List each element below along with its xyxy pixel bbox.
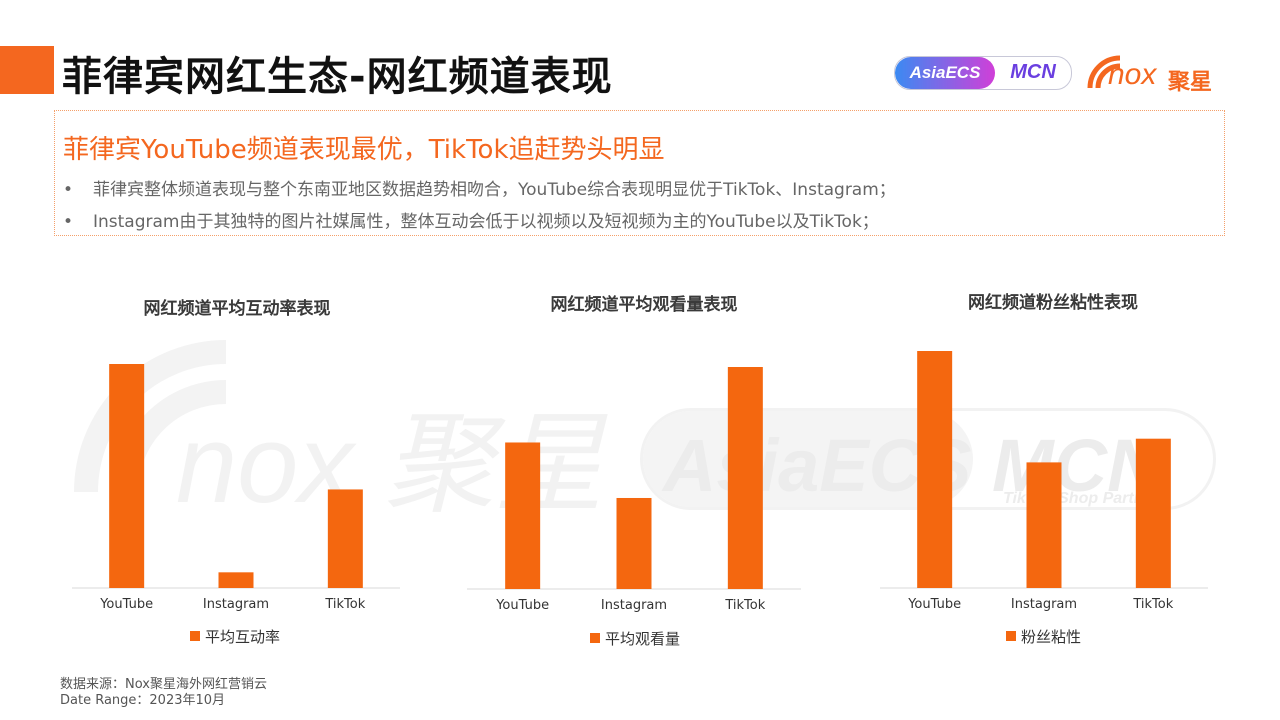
bullet-text: 菲律宾整体频道表现与整个东南亚地区数据趋势相吻合，YouTube综合表现明显优于… (93, 180, 896, 200)
bar-tiktok (1135, 438, 1171, 588)
x-tick-label: TikTok (1132, 597, 1173, 612)
legend-swatch (190, 631, 200, 641)
mcn-logo-text: MCN (1010, 61, 1056, 83)
x-tick-label: Instagram (203, 597, 269, 612)
bar-youtube (917, 351, 953, 588)
page-title: 菲律宾网红生态-网红频道表现 (62, 54, 613, 100)
x-tick-label: YouTube (907, 597, 961, 612)
asiaecs-mcn-logo: AsiaECS MCN (894, 56, 1072, 90)
bar-youtube (109, 364, 145, 588)
summary-bullet: • 菲律宾整体频道表现与整个东南亚地区数据趋势相吻合，YouTube综合表现明显优… (63, 175, 896, 200)
bullet-text: Instagram由于其独特的图片社媒属性，整体互动会低于以视频以及短视频为主的… (93, 212, 879, 232)
nox-logo-brand: 聚星 (1168, 70, 1213, 95)
chart-fan-stickiness: 网红频道粉丝粘性表现 YouTube Instagram TikTok 粉丝粘性 (868, 280, 1228, 664)
summary-box: 菲律宾YouTube频道表现最优，TikTok追赶势头明显 • 菲律宾整体频道表现… (54, 110, 1225, 236)
chart-title: 网红频道平均观看量表现 (551, 294, 738, 315)
x-tick-label: YouTube (99, 597, 153, 612)
bar-instagram (1026, 462, 1062, 588)
bullet-dot: • (63, 212, 74, 232)
chart-title: 网红频道粉丝粘性表现 (968, 292, 1138, 313)
x-tick-label: TikTok (324, 597, 365, 612)
legend-swatch (590, 633, 600, 643)
fan-stickiness-chart-svg: 网红频道粉丝粘性表现 YouTube Instagram TikTok 粉丝粘性 (880, 292, 1208, 646)
date-range-text: Date Range：2023年10月 (60, 693, 226, 708)
footer: 数据来源：Nox聚星海外网红营销云 Date Range：2023年10月 (60, 677, 267, 709)
asiaecs-logo-text: AsiaECS (895, 57, 995, 89)
nox-logo-mark: nox (1108, 58, 1157, 91)
x-tick-label: Instagram (601, 598, 667, 613)
bar-instagram (218, 572, 254, 588)
title-accent-block (0, 46, 54, 94)
x-tick-label: TikTok (724, 598, 765, 613)
legend-label: 平均观看量 (605, 630, 680, 648)
legend-label: 粉丝粘性 (1021, 628, 1081, 646)
chart-title: 网红频道平均互动率表现 (144, 298, 331, 319)
engagement-rate-chart-svg: 网红频道平均互动率表现 YouTube Instagram TikTok 平均互动率 (72, 298, 400, 646)
chart-average-views: 网红频道平均观看量表现 YouTube Instagram TikTok 平均观看量 (455, 280, 815, 664)
nox-logo: nox 聚星 (1084, 44, 1230, 96)
average-views-chart-svg: 网红频道平均观看量表现 YouTube Instagram TikTok 平均观看量 (467, 294, 801, 648)
legend-swatch (1006, 631, 1016, 641)
data-source-text: 数据来源：Nox聚星海外网红营销云 (60, 677, 267, 692)
bar-tiktok (327, 489, 363, 588)
x-tick-label: YouTube (495, 598, 549, 613)
chart-engagement-rate: 网红频道平均互动率表现 YouTube Instagram TikTok 平均互动率 (60, 280, 420, 664)
bullet-dot: • (63, 180, 74, 200)
bar-instagram (616, 497, 652, 589)
legend-label: 平均互动率 (205, 628, 280, 646)
x-tick-label: Instagram (1011, 597, 1077, 612)
nox-signal-icon (1087, 55, 1121, 89)
bar-youtube (505, 442, 541, 589)
bar-tiktok (727, 367, 763, 589)
summary-bullet: • Instagram由于其独特的图片社媒属性，整体互动会低于以视频以及短视频为主… (63, 207, 879, 232)
summary-headline: 菲律宾YouTube频道表现最优，TikTok追赶势头明显 (63, 135, 665, 165)
